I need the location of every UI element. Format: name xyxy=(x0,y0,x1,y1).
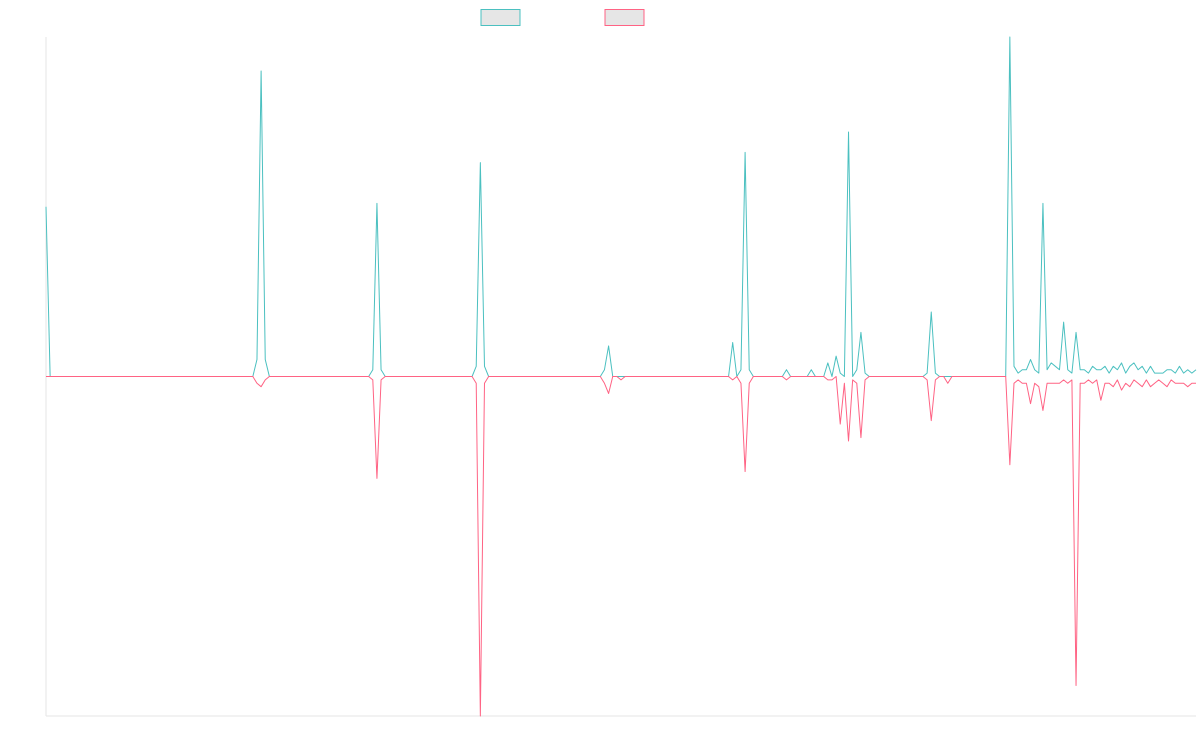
series-line-2 xyxy=(46,376,1196,717)
series-line-1 xyxy=(45,36,1197,377)
legend-swatch-series-2[interactable] xyxy=(604,9,645,26)
legend-swatch-series-1[interactable] xyxy=(480,9,521,26)
legend[interactable] xyxy=(480,9,645,26)
series-layer xyxy=(45,36,1197,717)
